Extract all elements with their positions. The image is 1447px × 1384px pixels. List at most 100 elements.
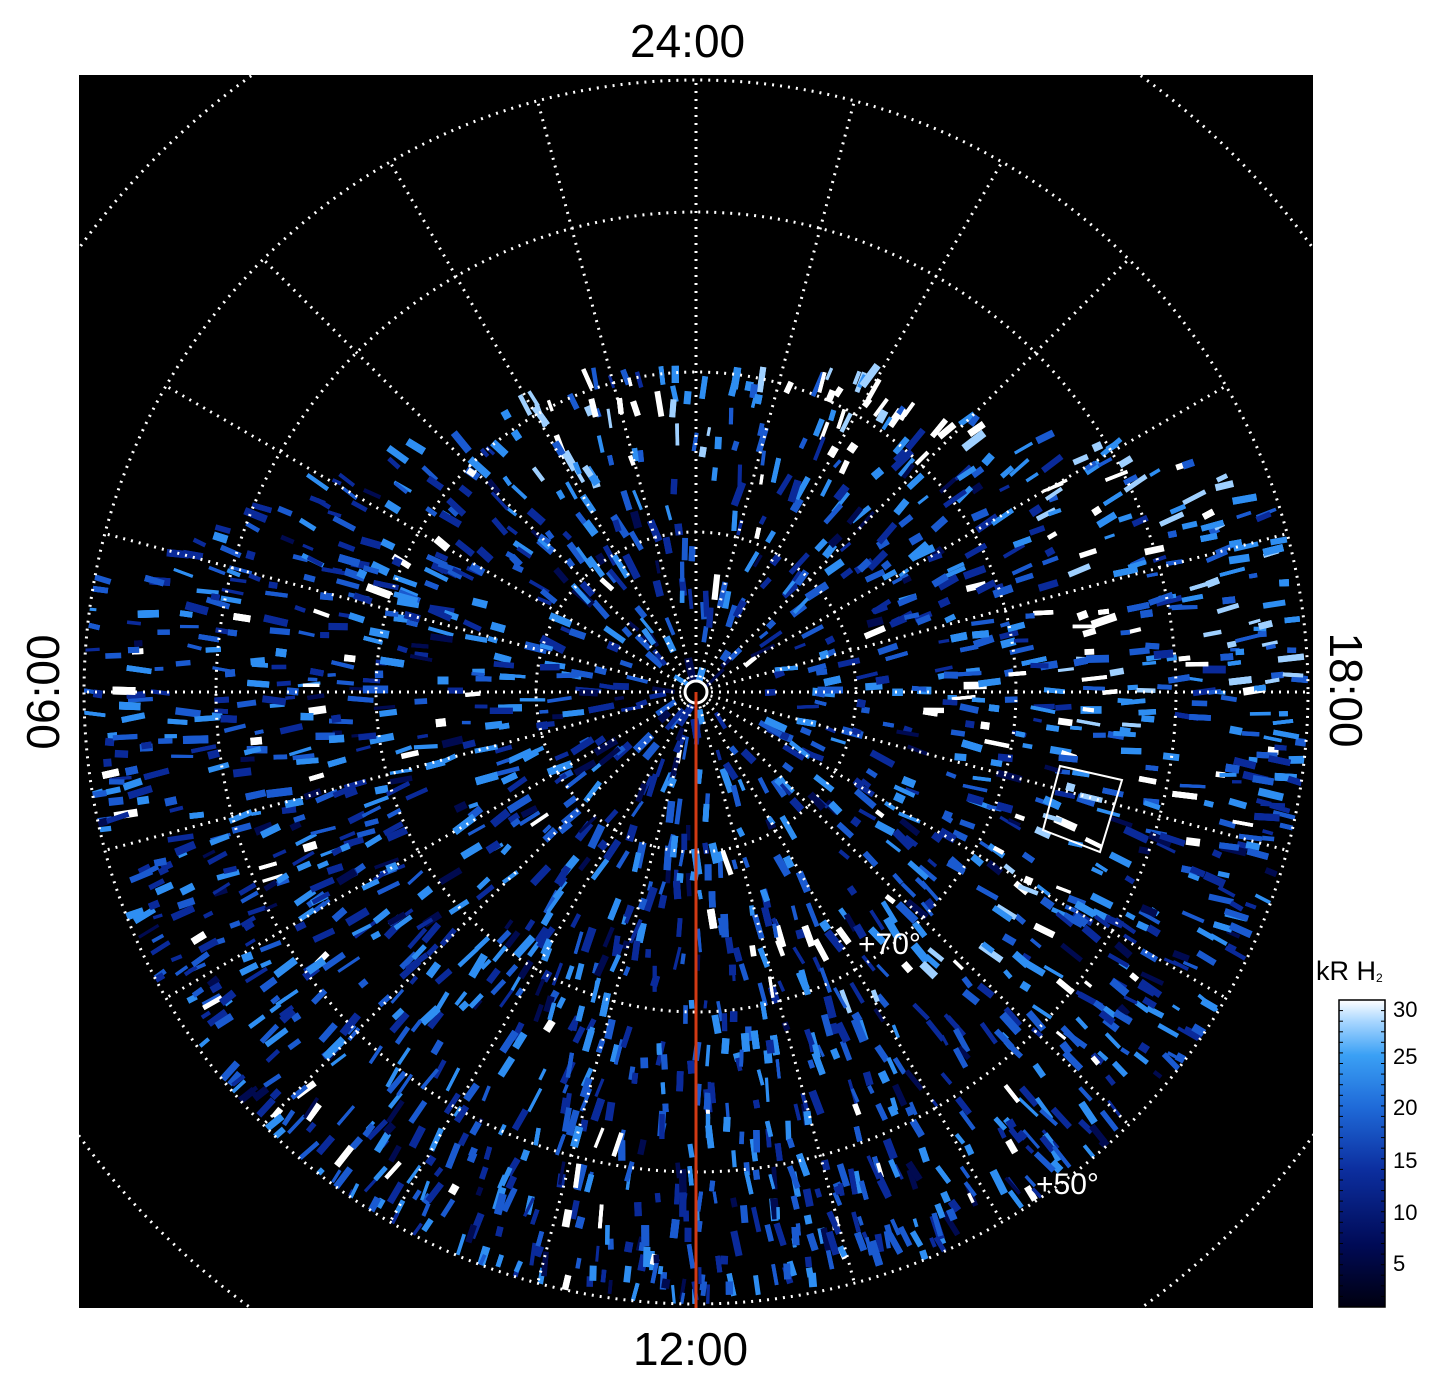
emission-pixel [645, 949, 651, 958]
emission-pixel [875, 993, 890, 1009]
emission-pixel [818, 919, 832, 933]
emission-pixel [240, 756, 255, 762]
emission-pixel [292, 850, 315, 867]
emission-pixel [546, 695, 572, 704]
emission-pixel [1141, 715, 1155, 723]
emission-pixel [662, 1103, 669, 1113]
emission-pixel [714, 436, 722, 450]
emission-pixel [1261, 640, 1278, 648]
emission-pixel [1217, 870, 1230, 879]
emission-pixel [1127, 684, 1139, 691]
local-time-label-dusk: 18:00 [1320, 632, 1372, 748]
emission-pixel [331, 714, 342, 724]
emission-pixel [279, 723, 304, 735]
emission-pixel [484, 720, 503, 730]
emission-pixel [471, 671, 485, 677]
emission-pixel [769, 553, 782, 567]
emission-pixel [410, 1222, 423, 1238]
emission-pixel [479, 447, 490, 458]
emission-pixel [803, 1214, 813, 1225]
emission-pixel [216, 869, 240, 881]
emission-pixel [1067, 563, 1092, 578]
emission-pixel [896, 405, 906, 416]
emission-pixel [721, 1038, 730, 1055]
emission-pixel [725, 1102, 730, 1121]
emission-pixel [764, 1077, 770, 1102]
emission-pixel [665, 866, 672, 884]
emission-pixel [1155, 594, 1183, 607]
emission-pixel [593, 737, 619, 757]
emission-pixel [368, 627, 390, 639]
emission-pixel [84, 647, 100, 653]
emission-pixel [386, 1181, 405, 1205]
colorbar-title-subscript: 2 [1376, 971, 1383, 985]
emission-pixel [175, 707, 201, 718]
emission-pixel [517, 393, 533, 417]
emission-pixel [1022, 1129, 1041, 1150]
emission-pixel [1185, 837, 1201, 847]
emission-pixel [670, 478, 678, 495]
emission-pixel [223, 723, 247, 733]
emission-pixel [1157, 1022, 1180, 1039]
emission-pixel [1117, 455, 1134, 469]
emission-pixel [959, 819, 976, 830]
emission-pixel [860, 778, 872, 789]
emission-pixel [395, 745, 413, 755]
emission-pixel [606, 408, 613, 429]
emission-pixel [605, 570, 618, 584]
emission-pixel [885, 839, 902, 853]
emission-pixel [604, 1101, 616, 1122]
emission-pixel [964, 720, 975, 729]
emission-pixel [1135, 920, 1150, 932]
emission-pixel [295, 832, 318, 847]
emission-pixel [127, 646, 140, 654]
emission-pixel [1274, 744, 1287, 751]
local-time-label-midnight: 24:00 [630, 15, 746, 67]
emission-pixel [680, 561, 685, 582]
emission-pixel [1138, 708, 1157, 716]
emission-pixel [527, 390, 540, 408]
emission-pixel [1084, 836, 1103, 850]
emission-pixel [819, 421, 830, 441]
emission-pixel [866, 378, 882, 401]
emission-pixel [701, 625, 709, 643]
emission-pixel [961, 429, 987, 452]
emission-pixel [394, 1025, 411, 1045]
emission-pixel [653, 1254, 660, 1264]
emission-pixel [839, 989, 853, 1014]
emission-pixel [540, 663, 560, 671]
emission-pixel [739, 1049, 744, 1067]
colorbar [1338, 999, 1386, 1308]
emission-pixel [236, 699, 257, 709]
emission-pixel [591, 367, 600, 390]
emission-pixel [406, 1164, 422, 1185]
emission-pixel [1232, 780, 1242, 784]
emission-pixel [212, 882, 231, 896]
emission-pixel [660, 1054, 668, 1070]
emission-pixel [594, 1078, 605, 1098]
emission-pixel [513, 934, 536, 959]
emission-pixel [1220, 694, 1238, 703]
emission-pixel [1218, 818, 1237, 829]
emission-pixel [839, 1040, 853, 1062]
emission-pixel [621, 626, 633, 638]
emission-pixel [170, 954, 183, 963]
emission-pixel [749, 944, 757, 957]
emission-pixel [730, 1197, 738, 1208]
emission-pixel [827, 800, 843, 816]
emission-pixel [343, 567, 366, 582]
emission-pixel [892, 688, 903, 697]
emission-pixel [489, 707, 513, 715]
emission-pixel [940, 1190, 951, 1204]
emission-pixel [703, 1092, 712, 1110]
emission-pixel [602, 926, 615, 948]
emission-pixel [867, 549, 889, 572]
emission-pixel [92, 689, 103, 699]
emission-pixel [619, 659, 633, 669]
emission-pixel [280, 534, 295, 545]
emission-pixel [794, 642, 806, 650]
emission-pixel [1002, 543, 1026, 559]
emission-pixel [704, 864, 712, 881]
emission-pixel [643, 1246, 651, 1268]
emission-pixel [945, 771, 957, 779]
